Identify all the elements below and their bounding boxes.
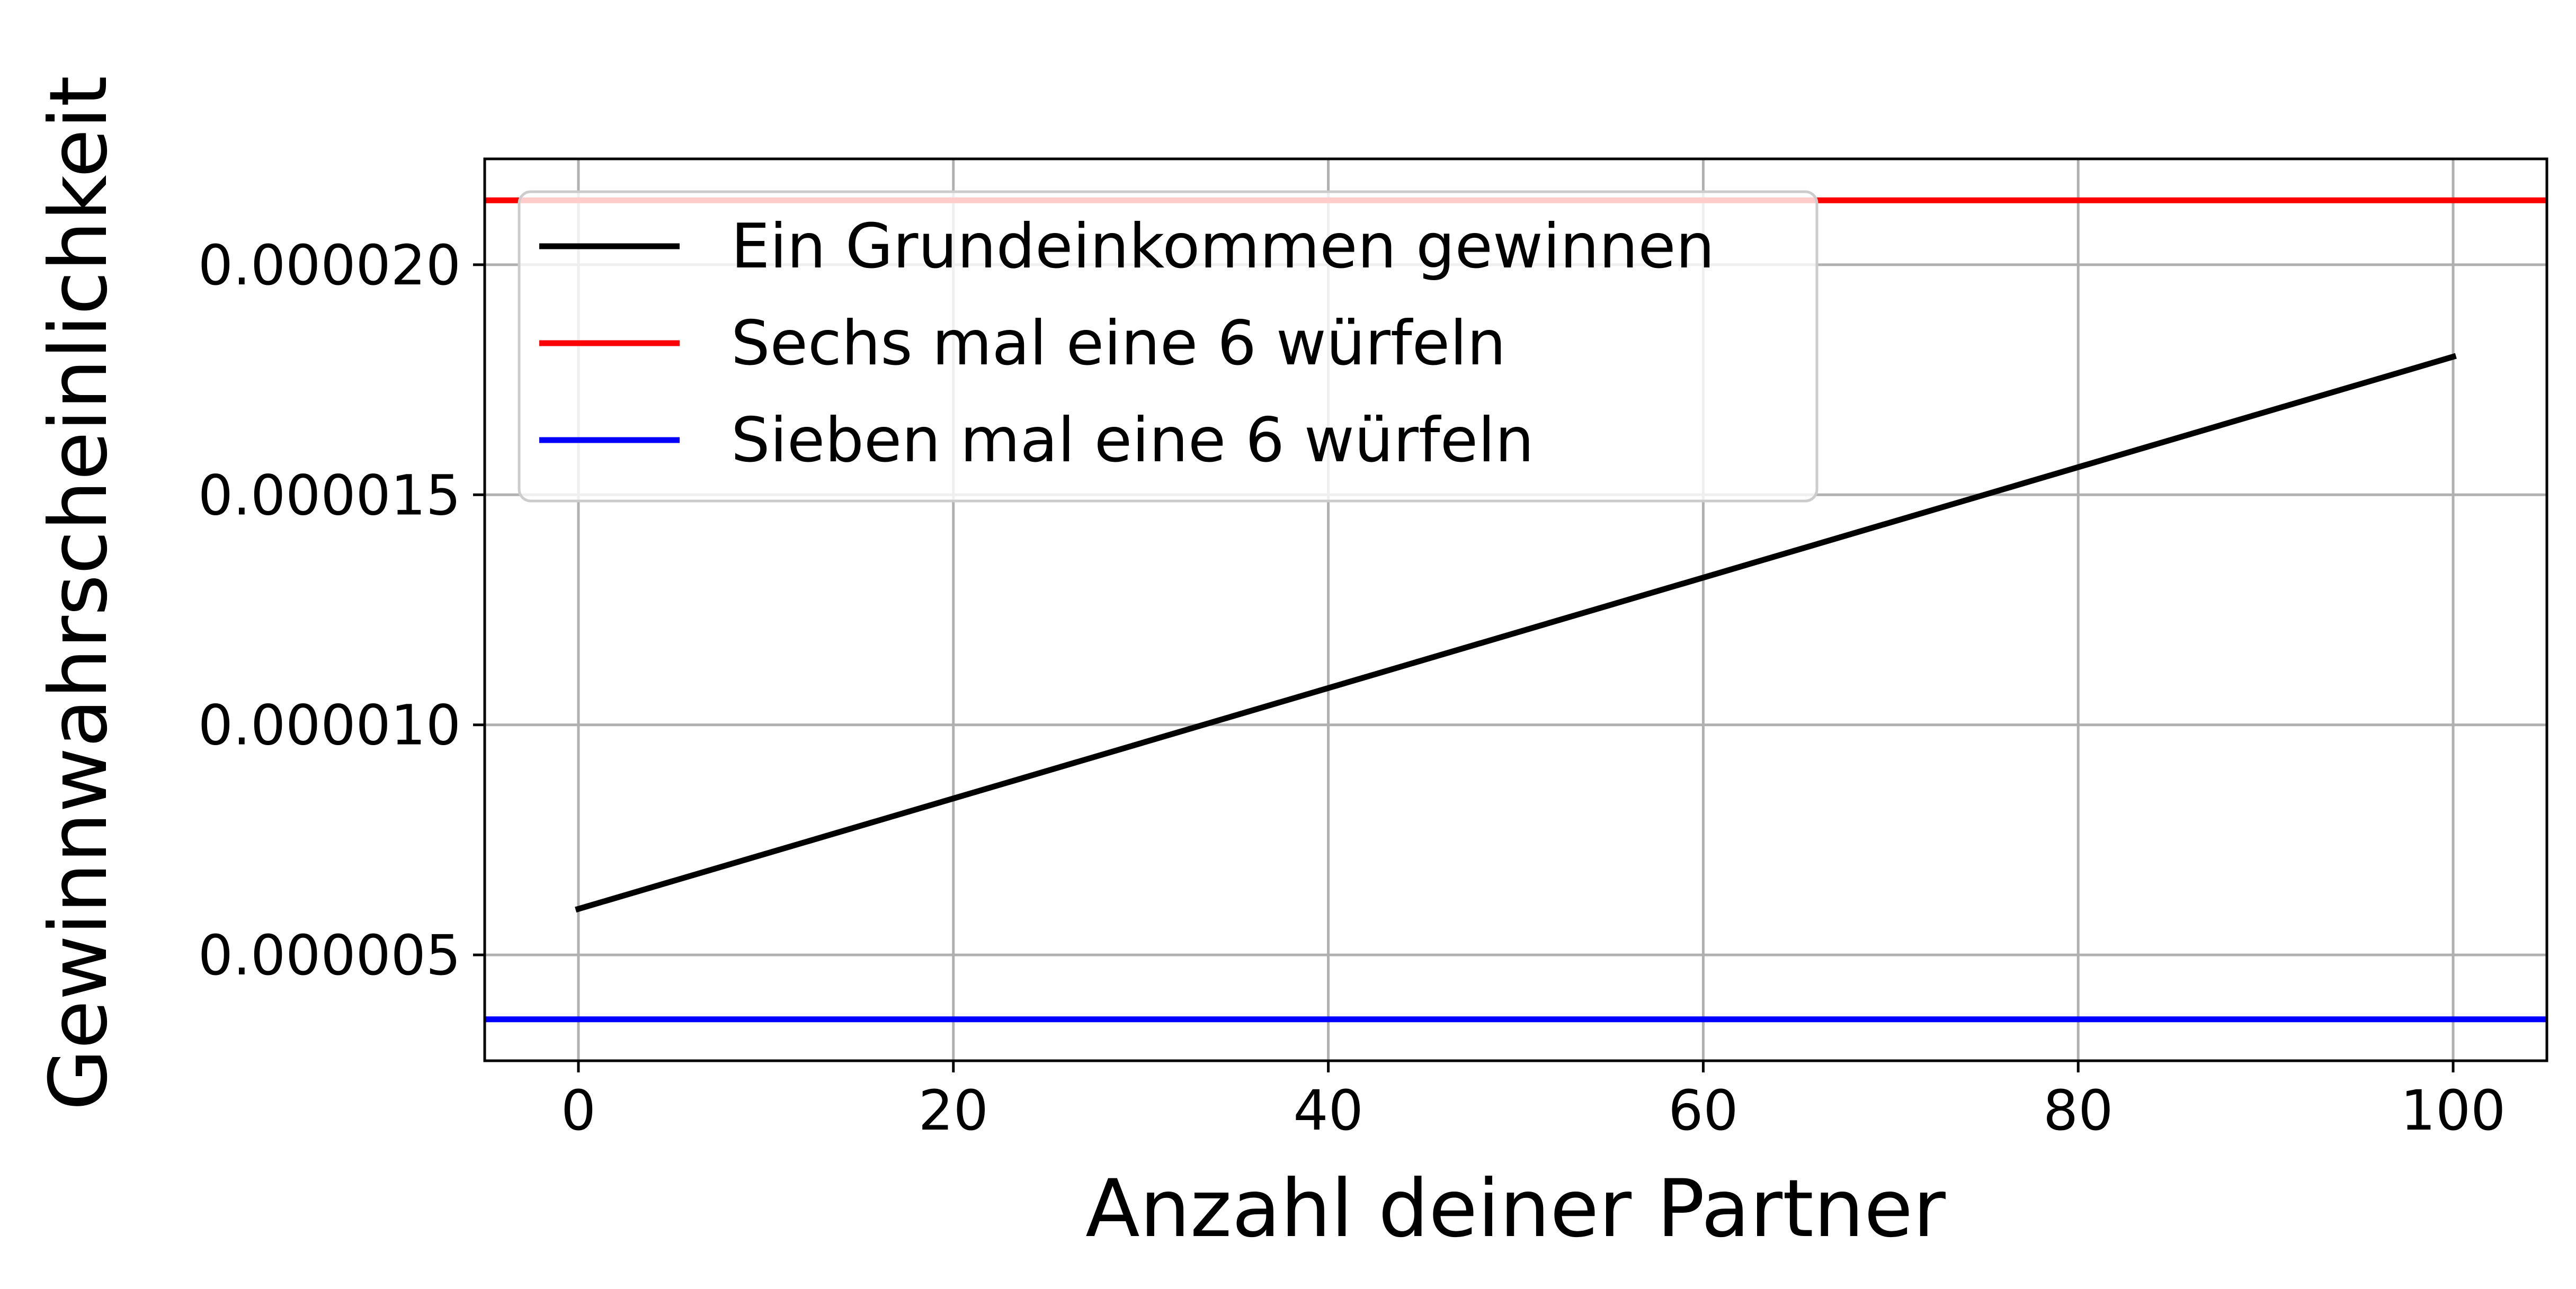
y-tick-label: 0.000020 (198, 233, 461, 298)
y-axis-label: Gewinnwahrscheinlichkeit (33, 76, 125, 1111)
x-axis-label: Anzahl deiner Partner (1085, 1163, 1946, 1255)
y-tick-label: 0.000005 (198, 923, 461, 988)
x-tick-label: 20 (919, 1078, 988, 1143)
tick-labels: 0 20 40 60 80 100 0.000005 0.000010 0.000015 0.00… (198, 233, 2506, 1143)
legend-label-1: Sechs mal eine 6 würfeln (731, 308, 1506, 379)
legend: Ein Grundeinkommen gewinnen Sechs mal ein… (518, 190, 1819, 503)
legend-items: Ein Grundeinkommen gewinnen Sechs mal ein… (539, 211, 1715, 476)
ticks (473, 263, 2455, 1072)
x-tick-label: 100 (2401, 1078, 2506, 1143)
legend-label-2: Sieben mal eine 6 würfeln (731, 405, 1534, 476)
legend-box (518, 190, 1819, 503)
plot-frame (483, 157, 2548, 1062)
y-tick-label: 0.000010 (198, 693, 461, 758)
x-tick-label: 0 (561, 1078, 596, 1143)
legend-label-0: Ein Grundeinkommen gewinnen (731, 211, 1715, 282)
y-tick-label: 0.000015 (198, 463, 461, 527)
x-tick-label: 80 (2043, 1078, 2113, 1143)
series-0-line (575, 353, 2457, 913)
x-tick-label: 60 (1668, 1078, 1738, 1143)
x-tick-label: 40 (1293, 1078, 1363, 1143)
